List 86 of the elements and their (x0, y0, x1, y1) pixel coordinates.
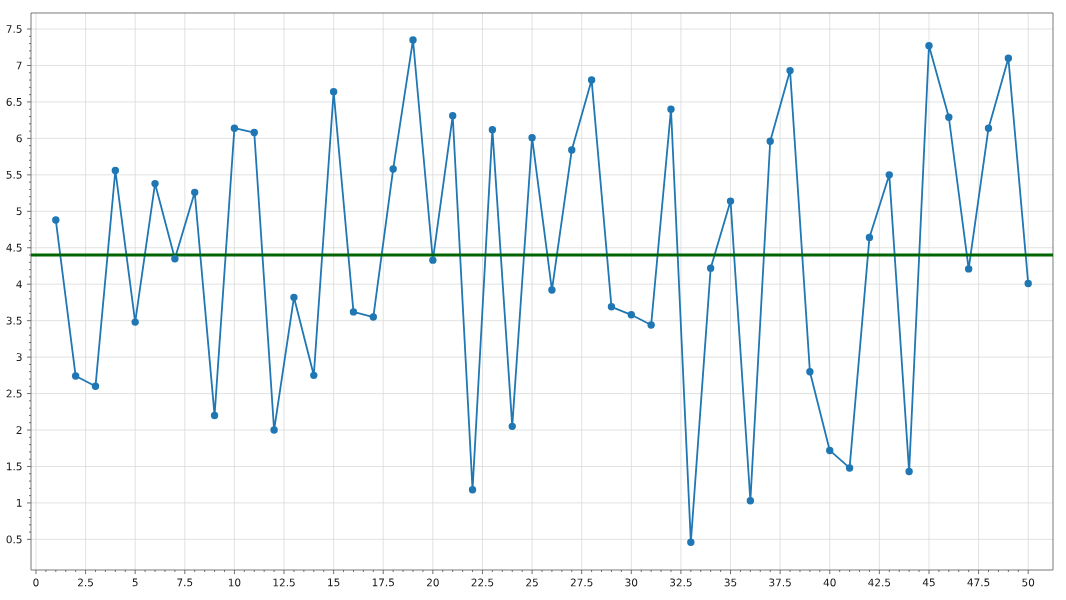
y-tick-label: 6 (16, 134, 22, 143)
point (449, 112, 457, 120)
x-tick-label: 30 (625, 578, 638, 587)
point (508, 422, 516, 431)
point (905, 467, 913, 476)
y-tick-label: 1.5 (6, 462, 22, 471)
y-tick-label: 0.5 (6, 535, 22, 544)
point (766, 137, 774, 146)
point (71, 372, 80, 380)
x-tick-label: 37.5 (769, 578, 791, 587)
y-tick-label: 2 (16, 426, 22, 434)
x-tick-label: 50 (1022, 578, 1035, 587)
point (91, 382, 100, 390)
point (230, 124, 239, 132)
x-tick-label: 42.5 (868, 578, 891, 587)
point (786, 66, 794, 75)
point (310, 371, 318, 380)
y-tick-label: 4.5 (6, 243, 22, 252)
point (647, 321, 655, 329)
x-tick-label: 17.5 (372, 578, 394, 587)
point (290, 293, 298, 302)
x-tick-label: 12.5 (273, 578, 295, 587)
point (528, 133, 536, 142)
point (806, 367, 814, 376)
x-tick-label: 2.5 (78, 578, 93, 587)
point (250, 128, 258, 137)
point (171, 254, 179, 263)
y-tick-label: 6.5 (6, 97, 22, 106)
point (865, 233, 874, 242)
point (329, 88, 338, 96)
x-tick-label: 40 (823, 578, 836, 587)
x-tick-label: 47.5 (967, 578, 990, 587)
x-tick-label: 27.5 (570, 578, 593, 587)
point (607, 303, 616, 311)
point (627, 311, 635, 319)
x-tick-label: 45 (922, 578, 935, 587)
point (845, 464, 854, 472)
point (1024, 279, 1032, 288)
point (548, 286, 556, 294)
point (984, 124, 993, 132)
point (746, 497, 755, 505)
point (52, 216, 60, 224)
y-tick-label: 5 (16, 207, 22, 216)
x-tick-label: 5 (132, 578, 138, 587)
point (131, 318, 139, 326)
point (885, 171, 893, 179)
point (706, 264, 715, 272)
point (826, 446, 834, 455)
point (687, 538, 695, 546)
y-tick-label: 5.5 (6, 170, 22, 179)
point (191, 188, 199, 197)
point (349, 308, 358, 316)
point (726, 197, 735, 205)
point (409, 36, 417, 44)
x-tick-label: 10 (228, 578, 241, 587)
point (964, 265, 973, 273)
point (369, 313, 378, 321)
x-tick-label: 7.5 (177, 578, 193, 587)
point (111, 166, 120, 175)
point (945, 113, 953, 121)
point (488, 125, 497, 134)
point (429, 256, 437, 264)
point (587, 76, 596, 84)
point (389, 165, 397, 173)
x-tick-label: 35 (724, 578, 737, 587)
y-tick-label: 3.5 (6, 316, 22, 325)
point (925, 42, 933, 50)
point (151, 179, 159, 188)
x-tick-label: 15 (328, 578, 340, 587)
y-tick-label: 3 (16, 353, 22, 362)
point (210, 411, 219, 420)
point (468, 486, 477, 494)
y-tick-label: 7 (16, 61, 22, 70)
x-tick-label: 22.5 (471, 578, 494, 587)
x-tick-label: 25 (526, 578, 538, 587)
point (270, 426, 278, 434)
point (568, 146, 576, 154)
y-tick-label: 7.5 (6, 25, 22, 33)
x-tick-label: 20 (426, 578, 439, 587)
point (667, 105, 675, 113)
point (1004, 54, 1013, 62)
y-tick-label: 2.5 (6, 389, 22, 398)
y-tick-label: 1 (16, 499, 22, 507)
x-tick-label: 32.5 (670, 578, 692, 587)
y-tick-label: 4 (16, 280, 22, 289)
x-tick-label: 0 (33, 578, 39, 587)
